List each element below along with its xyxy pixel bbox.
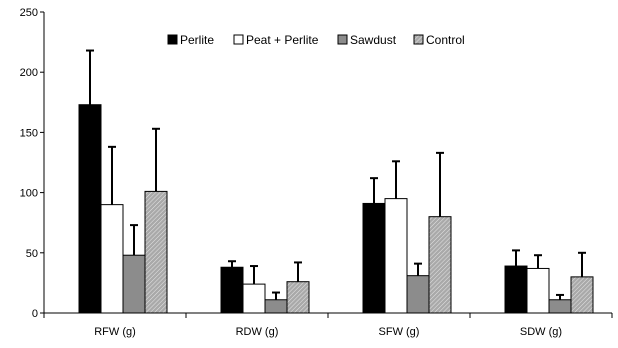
y-tick-label: 200 <box>20 67 38 79</box>
x-tick-label: SDW (g) <box>520 326 562 338</box>
legend-swatch <box>337 34 348 45</box>
bar-sawdust-2 <box>406 275 430 314</box>
bar-peat-perlite-2 <box>384 198 408 314</box>
bar-peat-perlite-1 <box>242 283 266 314</box>
y-tick-label: 150 <box>20 127 38 139</box>
legend-label: Sawdust <box>350 33 397 47</box>
y-tick-label: 50 <box>26 248 38 260</box>
bar-sawdust-3 <box>548 299 572 314</box>
legend-swatch <box>167 34 178 45</box>
x-tick-label: RFW (g) <box>94 326 136 338</box>
bar-control-0 <box>144 190 168 314</box>
bar-control-1 <box>286 281 310 314</box>
bar-perlite-1 <box>220 266 244 314</box>
bar-peat-perlite-0 <box>100 204 124 314</box>
x-tick-label: RDW (g) <box>236 326 279 338</box>
y-tick-label: 100 <box>20 188 38 200</box>
legend-swatch <box>233 34 244 45</box>
y-tick-label: 0 <box>32 308 38 320</box>
bar-perlite-3 <box>504 265 528 314</box>
bar-sawdust-1 <box>264 299 288 314</box>
bar-control-3 <box>570 276 594 314</box>
bar-peat-perlite-3 <box>526 267 550 314</box>
legend-label: Peat + Perlite <box>246 33 319 47</box>
bar-perlite-0 <box>78 104 102 314</box>
legend-label: Control <box>426 33 465 47</box>
y-tick-label: 250 <box>20 7 38 19</box>
bar-sawdust-0 <box>122 254 146 314</box>
legend-swatch <box>413 34 424 45</box>
bar-control-2 <box>428 216 452 314</box>
legend-label: Perlite <box>180 33 214 47</box>
bar-perlite-2 <box>362 202 386 314</box>
x-tick-label: SFW (g) <box>379 326 420 338</box>
